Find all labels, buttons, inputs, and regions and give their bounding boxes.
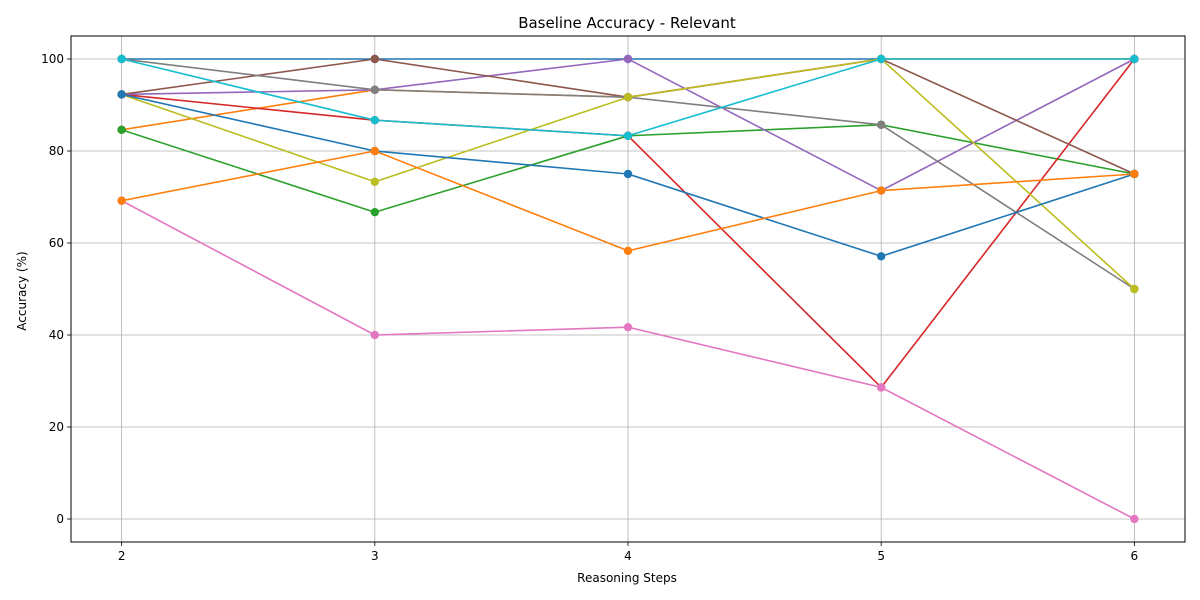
- series-10: [117, 54, 1139, 141]
- data-point: [370, 54, 380, 64]
- chart-title: Baseline Accuracy - Relevant: [518, 14, 736, 32]
- data-point: [876, 186, 886, 195]
- data-point: [370, 207, 380, 217]
- y-tick-label: 60: [49, 236, 64, 250]
- y-tick-label: 80: [49, 144, 64, 158]
- data-point: [370, 330, 380, 340]
- series-group: [117, 54, 1139, 524]
- data-point: [117, 54, 126, 64]
- data-point: [876, 383, 886, 392]
- data-point: [370, 115, 380, 125]
- y-tick-label: 100: [41, 52, 64, 66]
- series-12: [117, 146, 1139, 256]
- y-tick-label: 40: [49, 328, 64, 342]
- data-point: [1130, 54, 1139, 64]
- data-point: [117, 90, 126, 99]
- data-point: [876, 120, 886, 129]
- data-point: [1130, 284, 1139, 294]
- data-point: [876, 54, 886, 64]
- data-point: [117, 125, 126, 135]
- data-point: [623, 131, 633, 141]
- data-point: [623, 322, 633, 332]
- x-axis-label: Reasoning Steps: [577, 571, 677, 585]
- data-point: [623, 246, 633, 256]
- x-tick-label: 2: [118, 549, 126, 563]
- y-tick-label: 20: [49, 420, 64, 434]
- data-point: [370, 177, 380, 187]
- y-axis-label: Accuracy (%): [15, 251, 29, 330]
- data-point: [370, 85, 380, 95]
- x-tick-label: 3: [371, 549, 379, 563]
- x-tick-label: 4: [624, 549, 632, 563]
- data-point: [876, 252, 886, 261]
- data-point: [117, 196, 126, 205]
- data-point: [370, 146, 380, 156]
- data-point: [1130, 514, 1139, 524]
- y-tick-label: 0: [56, 512, 64, 526]
- data-point: [1130, 169, 1139, 179]
- data-point: [623, 92, 633, 102]
- data-point: [623, 169, 633, 179]
- data-point: [623, 54, 633, 64]
- x-tick-label: 6: [1131, 549, 1139, 563]
- x-tick-label: 5: [877, 549, 885, 563]
